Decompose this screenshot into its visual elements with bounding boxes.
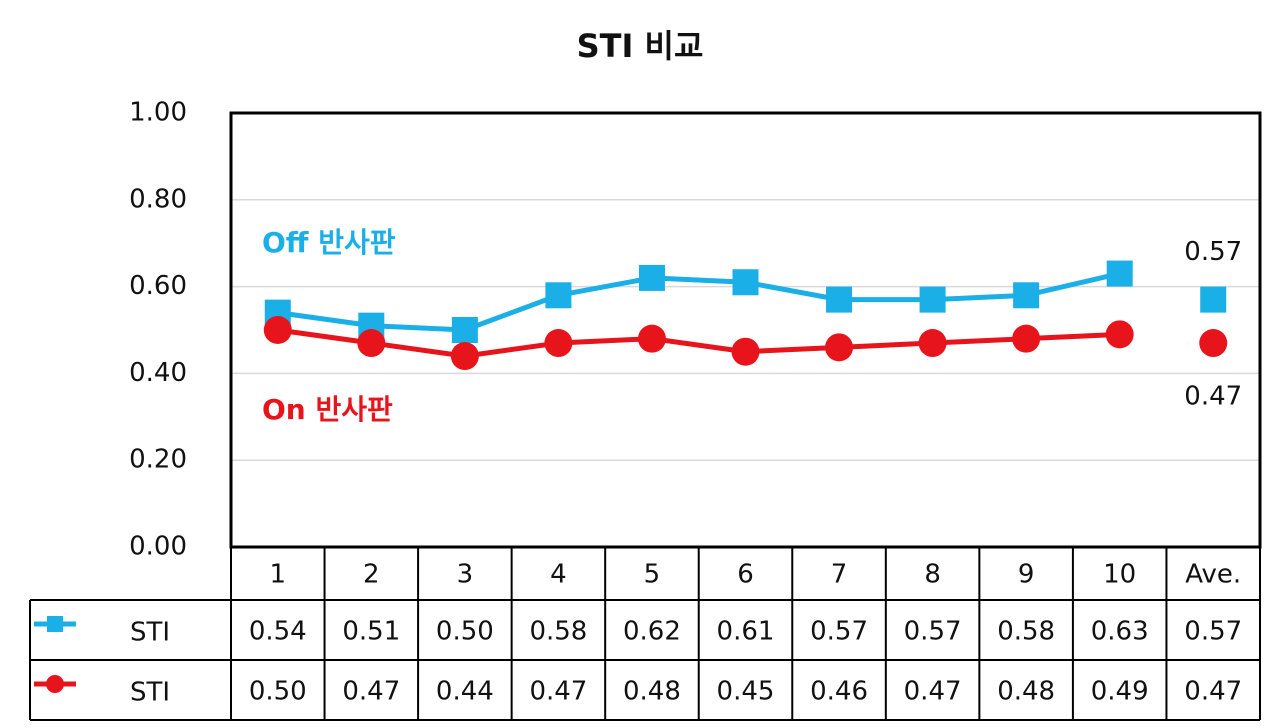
marker <box>826 286 853 313</box>
y-tick-label: 0.80 <box>129 184 187 214</box>
y-tick-label: 0.40 <box>129 358 187 388</box>
table-cell: 0.44 <box>436 677 494 707</box>
series-line <box>277 327 1120 359</box>
table-cell: 0.57 <box>904 617 962 647</box>
legend-label: STI <box>130 678 170 708</box>
table-cell: 0.62 <box>623 617 681 647</box>
y-tick-label: 0.60 <box>129 271 187 301</box>
x-tick-label: 5 <box>644 560 661 590</box>
x-tick-label: 10 <box>1103 560 1136 590</box>
table-cell: 0.63 <box>1091 617 1149 647</box>
marker <box>357 329 386 358</box>
marker <box>732 269 759 296</box>
data-label: 0.47 <box>1184 382 1242 412</box>
annotation: On 반사판 <box>262 393 393 426</box>
table-cell: 0.50 <box>436 617 494 647</box>
marker <box>1012 324 1041 353</box>
marker <box>919 286 946 313</box>
table-cell: 0.49 <box>1091 677 1149 707</box>
table-cell: 0.45 <box>717 677 775 707</box>
table-cell: 0.50 <box>249 677 307 707</box>
x-tick-label: Ave. <box>1185 560 1241 590</box>
x-tick-label: 2 <box>363 560 380 590</box>
table-cell: 0.47 <box>1184 677 1242 707</box>
legend-marker <box>47 616 63 632</box>
marker <box>450 342 479 371</box>
x-tick-label: 6 <box>737 560 754 590</box>
table-cell: 0.46 <box>810 677 868 707</box>
marker <box>1106 260 1133 287</box>
x-tick-label: 8 <box>924 560 941 590</box>
table-cell: 0.58 <box>529 617 587 647</box>
table-cell: 0.61 <box>717 617 775 647</box>
y-tick-label: 1.00 <box>129 98 187 128</box>
x-tick-label: 9 <box>1018 560 1035 590</box>
marker <box>451 317 478 343</box>
marker <box>825 333 854 362</box>
marker <box>1199 329 1228 358</box>
data-label: 0.57 <box>1184 237 1242 267</box>
table-cell: 0.47 <box>904 677 962 707</box>
chart-title: STI 비교 <box>577 27 704 65</box>
y-tick-label: 0.00 <box>129 532 187 562</box>
marker <box>731 337 760 366</box>
table-cell: 0.48 <box>997 677 1055 707</box>
marker <box>637 324 666 353</box>
series-line <box>277 271 1121 333</box>
marker <box>544 329 573 358</box>
plot-border <box>229 111 1262 549</box>
table-cell: 0.54 <box>249 617 307 647</box>
marker <box>1013 282 1040 309</box>
annotation: Off 반사판 <box>262 226 396 259</box>
x-tick-label: 1 <box>269 560 286 590</box>
y-tick-label: 0.20 <box>129 445 187 475</box>
legend-label: STI <box>130 618 170 648</box>
table-cell: 0.57 <box>810 617 868 647</box>
marker <box>545 282 572 309</box>
legend-marker <box>46 675 64 693</box>
x-tick-label: 7 <box>831 560 848 590</box>
table-cell: 0.51 <box>342 617 400 647</box>
x-tick-label: 3 <box>457 560 474 590</box>
table-cell: 0.48 <box>623 677 681 707</box>
table-cell: 0.58 <box>997 617 1055 647</box>
table-cell: 0.47 <box>342 677 400 707</box>
x-tick-label: 4 <box>550 560 567 590</box>
marker <box>918 329 947 358</box>
marker <box>1200 286 1227 313</box>
marker <box>263 316 292 344</box>
table-cell: 0.47 <box>529 677 587 707</box>
table-cell: 0.57 <box>1184 617 1242 647</box>
marker <box>1105 320 1134 349</box>
marker <box>638 264 665 291</box>
